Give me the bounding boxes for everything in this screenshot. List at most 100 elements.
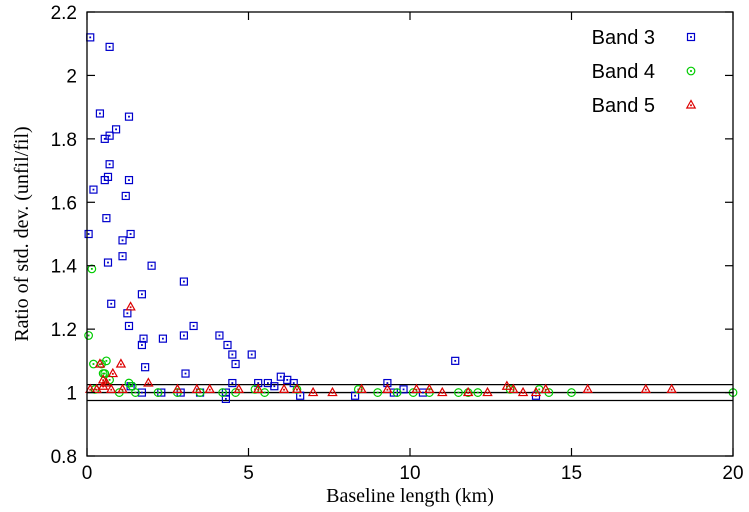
data-point <box>118 236 127 245</box>
data-point <box>473 388 483 397</box>
data-point <box>218 388 228 397</box>
data-point <box>215 331 224 340</box>
data-point <box>123 309 132 318</box>
data-point <box>115 358 127 368</box>
x-tick-label: 5 <box>243 463 254 484</box>
data-point <box>437 386 448 397</box>
data-point <box>191 383 203 393</box>
data-point <box>141 363 150 372</box>
data-point <box>231 359 240 369</box>
data-point <box>228 378 237 388</box>
series-band-5 <box>85 301 677 397</box>
data-point <box>382 383 393 393</box>
y-tick-label: 1.4 <box>51 257 78 278</box>
data-point <box>172 383 183 393</box>
x-tick-label: 10 <box>399 463 420 484</box>
data-point <box>508 383 519 393</box>
data-point <box>100 134 109 143</box>
y-tick-label: 1.8 <box>51 130 77 151</box>
data-point <box>223 340 232 350</box>
data-point <box>392 388 402 397</box>
data-point <box>124 175 134 185</box>
data-point <box>278 383 290 393</box>
y-axis-title: Ratio of std. dev. (unfil/fil) <box>11 126 33 341</box>
y-tick-label: 1 <box>66 384 77 405</box>
legend-label: Band 4 <box>592 61 655 83</box>
data-point <box>97 380 109 390</box>
data-point <box>158 334 168 343</box>
y-tick-label: 1.2 <box>51 320 77 341</box>
data-point <box>451 356 460 365</box>
data-point <box>501 380 513 390</box>
data-point <box>125 301 136 311</box>
data-point <box>179 277 188 286</box>
legend-marker <box>686 32 696 42</box>
data-point <box>327 386 338 397</box>
data-point <box>101 377 112 387</box>
data-point <box>307 386 319 397</box>
data-point <box>124 321 134 331</box>
data-point <box>147 261 156 270</box>
data-point <box>233 383 245 393</box>
data-point <box>252 383 264 393</box>
data-point <box>107 367 119 378</box>
data-point <box>131 388 140 397</box>
data-point <box>291 383 303 393</box>
y-tick-label: 2.2 <box>51 3 77 24</box>
data-point <box>228 350 237 359</box>
data-point <box>102 214 111 223</box>
legend-label: Band 3 <box>592 27 655 49</box>
data-point <box>517 386 529 397</box>
x-tick-label: 0 <box>82 463 93 484</box>
data-point <box>179 331 188 340</box>
data-points <box>84 33 738 404</box>
data-point <box>204 383 215 393</box>
data-point <box>424 383 435 393</box>
y-tick-label: 0.8 <box>51 447 77 468</box>
data-point <box>95 109 105 118</box>
x-tick-label: 20 <box>722 463 743 484</box>
data-point <box>86 33 95 42</box>
data-point <box>84 229 93 239</box>
legend-marker <box>686 66 696 76</box>
data-point <box>91 383 102 393</box>
data-point <box>111 125 121 134</box>
data-point <box>94 358 106 368</box>
data-point <box>137 340 147 350</box>
legend: Band 3 Band 4 Band 5 <box>592 27 697 117</box>
data-point <box>462 386 474 397</box>
data-point <box>270 382 279 391</box>
data-point <box>567 388 576 397</box>
data-point <box>103 258 113 267</box>
data-point <box>530 386 542 397</box>
data-point <box>87 264 97 274</box>
series-band-3 <box>84 33 541 404</box>
data-point <box>153 388 163 397</box>
data-point <box>106 383 117 393</box>
data-point <box>105 42 114 51</box>
data-point <box>139 334 148 343</box>
data-point <box>117 383 128 393</box>
data-point <box>118 252 127 261</box>
data-point <box>84 331 94 340</box>
data-point <box>454 388 463 397</box>
x-tick-label: 15 <box>561 463 582 484</box>
data-point <box>89 185 98 194</box>
data-point <box>105 160 114 169</box>
data-point <box>411 383 422 393</box>
data-point <box>383 378 392 388</box>
y-tick-label: 2 <box>66 66 77 87</box>
data-point <box>126 229 135 239</box>
legend-marker <box>685 99 697 109</box>
data-point <box>181 369 190 378</box>
y-tick-label: 1.6 <box>51 193 77 214</box>
data-point <box>356 383 367 393</box>
data-point <box>121 191 130 201</box>
data-point <box>582 383 593 393</box>
x-axis-title: Baseline length (km) <box>326 485 494 507</box>
data-point <box>373 388 383 397</box>
data-point <box>137 388 147 397</box>
data-point <box>124 112 134 121</box>
axis-tick-labels: 0 5 10 15 20 0.8 1 1.2 1.4 1.6 1.8 2 2.2 <box>51 3 744 484</box>
